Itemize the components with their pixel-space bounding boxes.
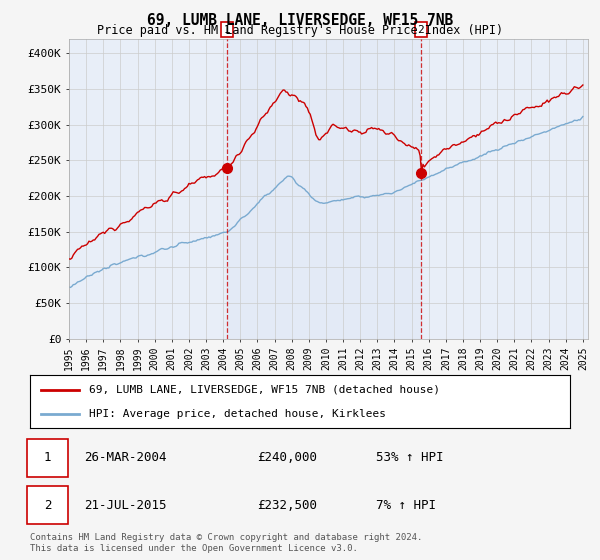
Text: 69, LUMB LANE, LIVERSEDGE, WF15 7NB: 69, LUMB LANE, LIVERSEDGE, WF15 7NB <box>147 13 453 28</box>
Text: 53% ↑ HPI: 53% ↑ HPI <box>376 451 443 464</box>
Bar <box>227 39 421 339</box>
Text: Contains HM Land Registry data © Crown copyright and database right 2024.
This d: Contains HM Land Registry data © Crown c… <box>30 533 422 553</box>
Text: 69, LUMB LANE, LIVERSEDGE, WF15 7NB (detached house): 69, LUMB LANE, LIVERSEDGE, WF15 7NB (det… <box>89 385 440 395</box>
Text: 26-MAR-2004: 26-MAR-2004 <box>84 451 167 464</box>
Text: HPI: Average price, detached house, Kirklees: HPI: Average price, detached house, Kirk… <box>89 409 386 419</box>
Text: 2: 2 <box>44 499 52 512</box>
Text: 1: 1 <box>44 451 52 464</box>
Text: 2: 2 <box>418 25 424 35</box>
FancyBboxPatch shape <box>28 439 68 477</box>
Text: 21-JUL-2015: 21-JUL-2015 <box>84 499 167 512</box>
Text: Price paid vs. HM Land Registry's House Price Index (HPI): Price paid vs. HM Land Registry's House … <box>97 24 503 37</box>
Text: 7% ↑ HPI: 7% ↑ HPI <box>376 499 436 512</box>
Text: £232,500: £232,500 <box>257 499 317 512</box>
Text: 1: 1 <box>224 25 230 35</box>
Text: £240,000: £240,000 <box>257 451 317 464</box>
FancyBboxPatch shape <box>28 486 68 524</box>
